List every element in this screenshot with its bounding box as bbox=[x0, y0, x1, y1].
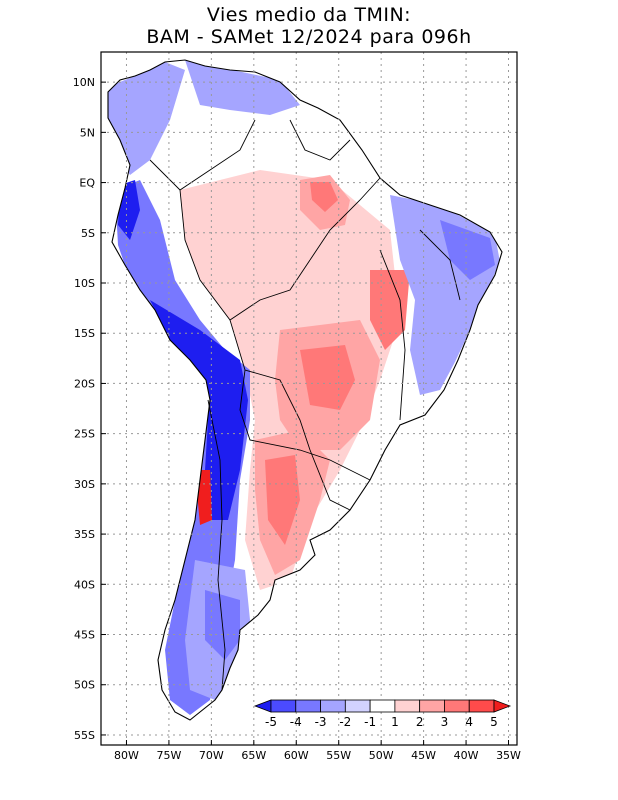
colorbar-swatch bbox=[493, 699, 512, 713]
map-frame bbox=[100, 51, 518, 746]
x-axis-ticks: 80W 75W 70W 65W 60W 55W 50W 45W 40W 35W bbox=[114, 740, 521, 762]
title-line-1: Vies medio da TMIN: bbox=[206, 4, 412, 26]
colorbar-swatch bbox=[468, 699, 495, 713]
colorbar-swatch bbox=[394, 699, 421, 713]
y-tick-label: 20S bbox=[74, 377, 95, 390]
y-tick-label: 30S bbox=[74, 478, 95, 491]
colorbar-label: 5 bbox=[490, 715, 498, 729]
colorbar-label: 3 bbox=[441, 715, 449, 729]
y-tick-label: 40S bbox=[74, 578, 95, 591]
x-tick-label: 75W bbox=[156, 749, 181, 762]
y-tick-label: 50S bbox=[74, 679, 95, 692]
colorbar-swatch bbox=[270, 699, 297, 713]
country-borders bbox=[149, 119, 461, 691]
colorbar-label: -2 bbox=[339, 715, 351, 729]
colorbar-swatch bbox=[444, 699, 470, 713]
colorbar-label: -4 bbox=[290, 715, 302, 729]
coastline bbox=[107, 59, 503, 721]
colorbar-label: 1 bbox=[391, 715, 399, 729]
y-tick-label: 5N bbox=[80, 126, 95, 139]
x-tick-label: 45W bbox=[411, 749, 436, 762]
color-bar: -5 -4 -3 -2 -1 1 2 3 4 5 bbox=[253, 699, 512, 729]
y-tick-label: 15S bbox=[74, 327, 95, 340]
colorbar-label: 2 bbox=[416, 715, 424, 729]
x-tick-label: 60W bbox=[284, 749, 309, 762]
x-tick-label: 35W bbox=[496, 749, 521, 762]
x-tick-label: 55W bbox=[326, 749, 351, 762]
x-tick-label: 40W bbox=[454, 749, 479, 762]
y-tick-label: EQ bbox=[79, 177, 95, 190]
title-line-2: BAM - SAMet 12/2024 para 096h bbox=[146, 26, 472, 48]
colorbar-swatch bbox=[295, 699, 321, 713]
x-tick-label: 65W bbox=[241, 749, 266, 762]
y-tick-label: 35S bbox=[74, 528, 95, 541]
y-tick-label: 25S bbox=[74, 428, 95, 441]
bias-field bbox=[108, 60, 502, 720]
colorbar-label: -5 bbox=[265, 715, 277, 729]
x-tick-label: 50W bbox=[369, 749, 394, 762]
colorbar-swatch bbox=[344, 699, 371, 713]
y-tick-label: 10N bbox=[73, 76, 95, 89]
y-tick-label: 55S bbox=[74, 729, 95, 742]
y-tick-label: 5S bbox=[81, 227, 95, 240]
colorbar-swatch bbox=[419, 699, 445, 713]
y-axis-ticks: 10N 5N EQ 5S 10S 15S 20S 25S 30S 35S 40S 45S 50S 55S bbox=[73, 76, 106, 742]
y-tick-label: 10S bbox=[74, 277, 95, 290]
colorbar-label: -3 bbox=[315, 715, 327, 729]
colorbar-swatch bbox=[369, 699, 396, 713]
colorbar-swatch bbox=[320, 699, 346, 713]
x-tick-label: 70W bbox=[199, 749, 224, 762]
y-tick-label: 45S bbox=[74, 629, 95, 642]
colorbar-label: -1 bbox=[364, 715, 376, 729]
colorbar-swatch bbox=[253, 699, 272, 713]
x-tick-label: 80W bbox=[114, 749, 139, 762]
grid-lines bbox=[101, 52, 517, 745]
colorbar-label: 4 bbox=[465, 715, 473, 729]
